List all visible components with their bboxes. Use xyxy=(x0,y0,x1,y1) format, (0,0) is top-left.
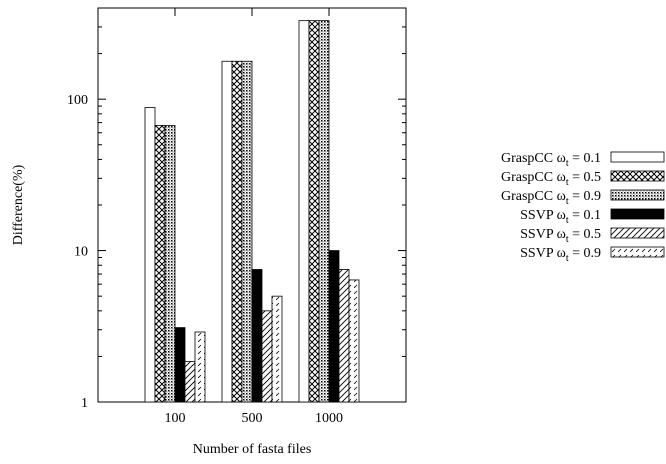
y-tick-label: 10 xyxy=(74,245,88,260)
bar-1000-series-0 xyxy=(298,20,310,403)
legend-label-5: SSVP ωt = 0.9 xyxy=(520,246,601,264)
bar-100-series-2 xyxy=(164,125,176,403)
bar-100-series-4 xyxy=(184,361,196,403)
y-tick-label: 1 xyxy=(81,396,88,411)
x-tick-label: 500 xyxy=(242,411,263,426)
bar-100-series-1 xyxy=(154,125,166,403)
legend-label-2: GraspCC ωt = 0.9 xyxy=(501,189,601,207)
y-tick-label: 100 xyxy=(67,93,88,108)
legend-swatch-0 xyxy=(610,151,665,163)
y-axis: 1 10 100 xyxy=(67,7,406,411)
bar-500-series-5 xyxy=(271,295,283,403)
legend-label-1: GraspCC ωt = 0.5 xyxy=(501,170,601,188)
y-axis-label: Difference(%) xyxy=(11,164,26,245)
bars xyxy=(144,20,360,403)
bar-100-series-5 xyxy=(194,331,206,403)
legend-swatch-4 xyxy=(610,227,665,239)
x-axis: 100 500 1000 xyxy=(165,8,343,426)
bar-500-series-0 xyxy=(221,60,233,403)
x-tick-label: 1000 xyxy=(315,411,343,426)
legend-swatch-1 xyxy=(610,170,665,182)
legend-swatch-5 xyxy=(610,246,665,258)
bar-1000-series-4 xyxy=(338,269,350,403)
bar-500-series-3 xyxy=(251,269,263,403)
bar-100-series-0 xyxy=(144,107,156,403)
legend-label-3: SSVP ωt = 0.1 xyxy=(520,208,601,226)
legend-label-4: SSVP ωt = 0.5 xyxy=(520,227,601,245)
bar-1000-series-3 xyxy=(328,250,340,403)
bar-1000-series-5 xyxy=(348,279,360,403)
bar-500-series-1 xyxy=(231,60,243,403)
legend-swatch-2 xyxy=(610,189,665,201)
bar-1000-series-1 xyxy=(308,20,320,403)
bar-500-series-4 xyxy=(261,310,273,403)
legend-label-0: GraspCC ωt = 0.1 xyxy=(501,151,601,169)
bar-1000-series-2 xyxy=(318,20,330,403)
bar-500-series-2 xyxy=(241,60,253,403)
x-tick-label: 100 xyxy=(165,411,186,426)
legend-swatch-3 xyxy=(610,208,665,220)
x-axis-label: Number of fasta files xyxy=(193,442,312,457)
bar-100-series-3 xyxy=(174,327,186,403)
